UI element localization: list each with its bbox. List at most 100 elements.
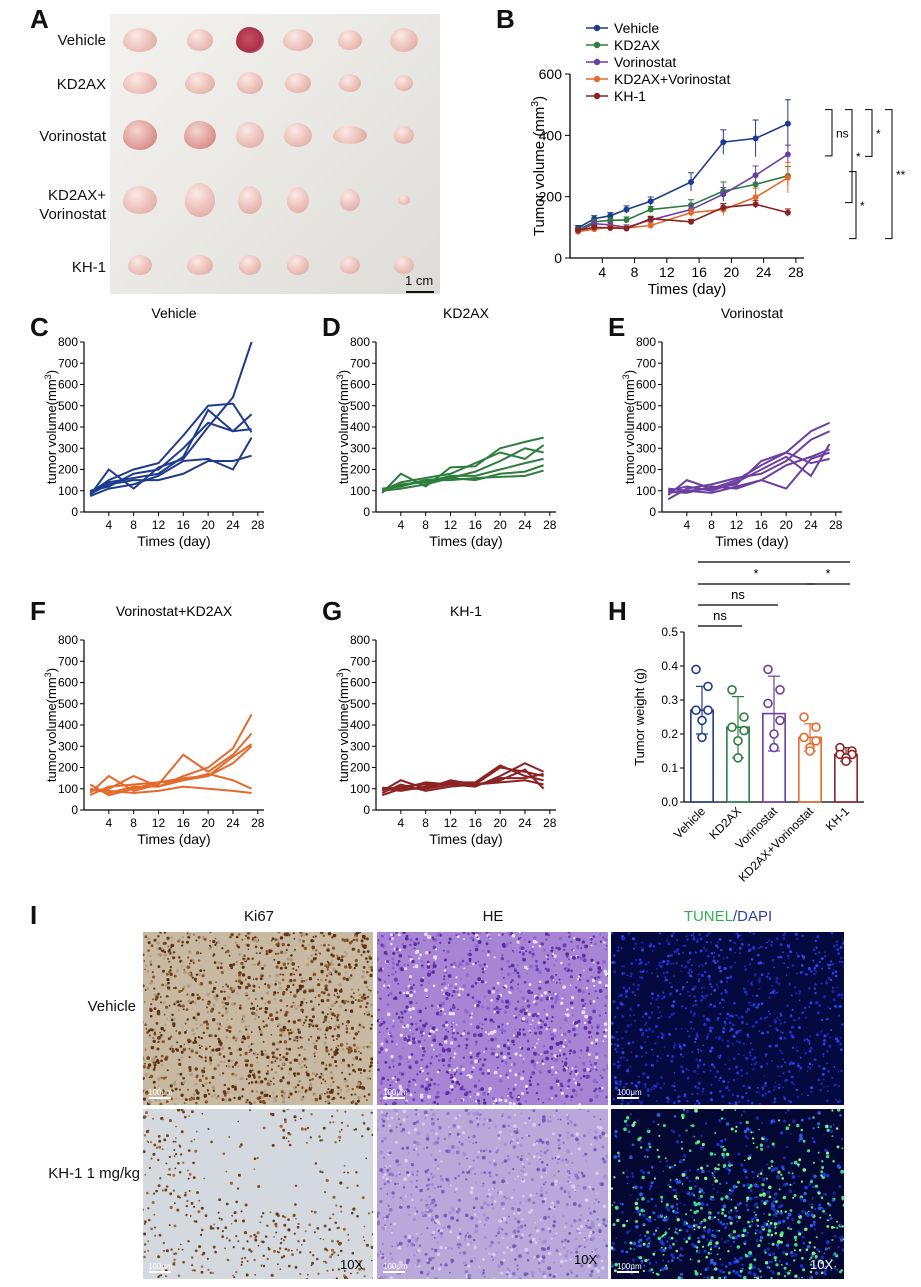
cell-nucleus xyxy=(389,1179,392,1182)
cell-nucleus xyxy=(405,1005,409,1009)
cell-nucleus xyxy=(419,984,422,986)
cell-nucleus xyxy=(423,938,426,942)
cell-nucleus xyxy=(619,993,623,997)
cell-nucleus xyxy=(243,1037,247,1040)
cell-nucleus xyxy=(789,950,793,954)
cell-nucleus xyxy=(195,1023,198,1025)
photo-row-label-vehicle: Vehicle xyxy=(57,32,106,49)
cell-nucleus xyxy=(336,1016,339,1019)
cell-nucleus xyxy=(627,932,631,935)
cell-nucleus xyxy=(181,1004,185,1008)
cell-nucleus xyxy=(147,1063,152,1067)
cell-nucleus xyxy=(832,998,836,1002)
cell-nucleus xyxy=(150,1045,155,1050)
cell-nucleus xyxy=(441,1058,446,1063)
cell-nucleus xyxy=(402,1047,404,1049)
cell-nucleus xyxy=(338,1024,340,1026)
cell-nucleus xyxy=(225,1202,229,1206)
cell-nucleus xyxy=(220,990,223,993)
cell-nucleus xyxy=(460,1065,463,1068)
cell-nucleus xyxy=(530,991,534,995)
cell-nucleus xyxy=(488,1090,491,1093)
cell-nucleus xyxy=(474,944,479,948)
cell-nucleus xyxy=(380,1042,384,1046)
cell-nucleus xyxy=(822,1055,825,1058)
cell-nucleus xyxy=(769,992,772,995)
cell-nucleus xyxy=(347,1088,350,1091)
cell-nucleus xyxy=(602,1159,607,1164)
cell-nucleus xyxy=(642,1015,644,1018)
cell-nucleus xyxy=(270,1018,274,1022)
cell-nucleus xyxy=(601,1076,604,1079)
cell-nucleus xyxy=(381,1118,384,1121)
cell-nucleus xyxy=(774,992,777,995)
cell-nucleus xyxy=(162,1001,166,1005)
cell-nucleus xyxy=(344,965,348,969)
cell-nucleus xyxy=(519,951,522,954)
cell-nucleus xyxy=(717,1079,721,1082)
y-axis-title: tumor volume(mm3) xyxy=(44,668,59,782)
cell-nucleus xyxy=(550,1057,554,1061)
cell-nucleus xyxy=(166,972,169,976)
cell-nucleus xyxy=(777,956,780,959)
cell-nucleus xyxy=(508,1101,512,1105)
cell-nucleus xyxy=(768,939,771,942)
cell-nucleus xyxy=(734,942,737,945)
cell-nucleus xyxy=(677,952,680,956)
cell-nucleus xyxy=(447,941,451,944)
cell-nucleus xyxy=(488,1118,492,1122)
cell-nucleus xyxy=(560,961,563,965)
cell-nucleus xyxy=(506,972,511,977)
cell-nucleus xyxy=(194,1067,198,1071)
y-tick-label: 0 xyxy=(363,803,370,817)
cell-nucleus xyxy=(270,1273,274,1277)
cell-nucleus xyxy=(292,967,295,970)
cell-nucleus xyxy=(256,936,259,939)
cell-nucleus xyxy=(322,1260,325,1263)
cell-nucleus xyxy=(717,941,720,944)
cell-nucleus xyxy=(640,1055,643,1058)
cell-nucleus xyxy=(247,997,250,1001)
cell-nucleus xyxy=(695,1058,698,1061)
cell-nucleus xyxy=(432,984,436,988)
cell-nucleus xyxy=(157,1036,161,1040)
cell-nucleus xyxy=(470,984,475,988)
replicate-point xyxy=(811,736,821,746)
cell-nucleus xyxy=(820,1082,823,1085)
cell-nucleus xyxy=(408,978,411,981)
cell-nucleus xyxy=(773,1019,777,1022)
cell-nucleus xyxy=(324,1067,328,1071)
cell-nucleus xyxy=(501,1060,504,1063)
cell-nucleus xyxy=(664,976,667,978)
cell-nucleus xyxy=(368,955,371,959)
cell-nucleus xyxy=(534,1046,537,1049)
cell-nucleus xyxy=(336,995,340,999)
cell-nucleus xyxy=(256,1231,260,1235)
cell-nucleus xyxy=(164,1023,167,1026)
data-point xyxy=(575,227,582,234)
cell-nucleus xyxy=(350,1000,355,1005)
individual-line-2 xyxy=(382,764,544,792)
cell-nucleus xyxy=(359,1052,362,1055)
cell-nucleus xyxy=(156,947,160,951)
cell-nucleus xyxy=(271,1143,275,1147)
cell-nucleus xyxy=(314,935,317,938)
cell-nucleus xyxy=(264,983,267,986)
cell-nucleus xyxy=(753,1056,757,1060)
sig-bracket-vehicle-vorinostat-label: * xyxy=(876,127,881,141)
cell-nucleus xyxy=(654,1042,657,1045)
cell-nucleus xyxy=(225,1065,228,1067)
cell-nucleus xyxy=(638,1100,641,1103)
cell-nucleus xyxy=(644,1063,648,1067)
cell-nucleus xyxy=(186,965,190,969)
cell-nucleus xyxy=(227,995,231,999)
cell-nucleus xyxy=(810,1090,813,1093)
cell-nucleus xyxy=(501,1023,504,1026)
cell-nucleus xyxy=(391,1076,395,1080)
cell-nucleus xyxy=(346,939,349,942)
cell-nucleus xyxy=(503,1029,507,1033)
cell-nucleus xyxy=(202,1031,206,1034)
cell-nucleus xyxy=(190,1256,194,1259)
cell-nucleus xyxy=(488,1127,491,1130)
cell-nucleus xyxy=(488,1192,492,1196)
